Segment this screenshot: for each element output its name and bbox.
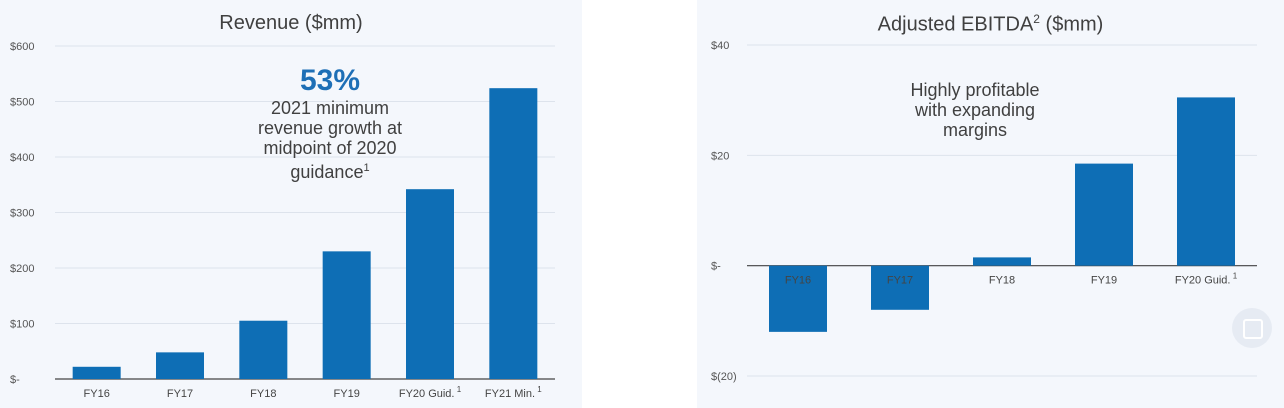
ebitda-title-text: Adjusted EBITDA [877, 13, 1034, 36]
y-tick-label: $- [10, 374, 20, 386]
y-tick-label: $(20) [711, 371, 737, 383]
x-tick-label: FY16 [84, 388, 110, 400]
x-tick-label: FY17 [887, 275, 913, 287]
annotation-line: revenue growth at [257, 118, 403, 138]
y-tick-label: $600 [10, 41, 34, 53]
revenue-chart-svg: $- $100 $200 $300 $400 $500 $600 FY16 FY17 FY18 FY… [10, 41, 555, 400]
bar-fy17 [156, 352, 204, 379]
ebitda-chart-panel: Adjusted EBITDA2 ($mm) $(20) $- $20 $40 FY16… [697, 0, 1284, 408]
ebitda-chart-svg: $(20) $- $20 $40 FY16 FY17 FY18 FY19 FY20 Guid. … [711, 40, 1257, 383]
x-tick-label: FY17 [167, 388, 193, 400]
annotation-line: with expanding [914, 100, 1036, 120]
revenue-annotation: 53% 2021 minimum revenue growth at midpo… [230, 64, 430, 182]
bar-fy20-guid- [1177, 97, 1235, 266]
ebitda-annotation: Highly profitable with expanding margins [875, 80, 1075, 140]
y-tick-label: $100 [10, 319, 34, 331]
x-tick-superscript: 1 [535, 385, 542, 394]
x-tick-label: FY20 Guid. 1 [399, 385, 462, 400]
annotation-line: Highly profitable [910, 80, 1040, 100]
x-tick-label: FY16 [785, 275, 811, 287]
x-tick-label: FY21 Min. 1 [485, 385, 542, 400]
y-tick-label: $20 [711, 150, 729, 162]
bar-fy20-guid- [406, 189, 454, 379]
y-tick-label: $400 [10, 152, 34, 164]
x-tick-label: FY18 [989, 275, 1015, 287]
x-tick-label: FY19 [1091, 275, 1117, 287]
growth-percent: 53% [299, 64, 361, 97]
annotation-line: guidance1 [230, 158, 430, 182]
bar-fy18 [973, 257, 1031, 266]
bar-fy16 [72, 366, 121, 379]
y-tick-label: $500 [10, 97, 34, 109]
x-tick-superscript: 1 [1230, 272, 1237, 281]
annotation-line: margins [942, 120, 1008, 140]
annotation-superscript: 1 [363, 162, 370, 174]
x-tick-superscript: 1 [454, 385, 461, 394]
annotation-line: 2021 minimum [270, 98, 390, 118]
y-tick-label: $- [711, 261, 721, 273]
y-tick-label: $300 [10, 208, 34, 220]
x-tick-label: FY19 [334, 388, 360, 400]
x-tick-label: FY20 Guid. 1 [1175, 272, 1238, 287]
annotation-line: midpoint of 2020 [263, 138, 397, 158]
bar-fy21-min- [489, 88, 538, 380]
revenue-chart-panel: Revenue ($mm) $- $100 $200 $300 $400 $500 $600… [0, 0, 582, 408]
annotation-line-text: guidance [290, 162, 364, 182]
overlay-watermark-icon [1232, 308, 1272, 348]
revenue-chart-title: Revenue ($mm) [0, 12, 582, 35]
bar-fy19 [1075, 163, 1133, 266]
ebitda-chart-title: Adjusted EBITDA2 ($mm) [697, 12, 1284, 37]
bar-fy19 [322, 251, 371, 379]
revenue-title-text: Revenue ($mm) [219, 12, 363, 34]
bar-fy18 [239, 320, 288, 379]
ebitda-title-unit: ($mm) [1045, 13, 1104, 36]
y-tick-label: $40 [711, 40, 729, 52]
ebitda-title-superscript: 2 [1033, 12, 1040, 26]
y-tick-label: $200 [10, 263, 34, 275]
x-tick-label: FY18 [250, 388, 276, 400]
bar-fy16 [769, 265, 827, 332]
bar-fy17 [871, 265, 929, 310]
